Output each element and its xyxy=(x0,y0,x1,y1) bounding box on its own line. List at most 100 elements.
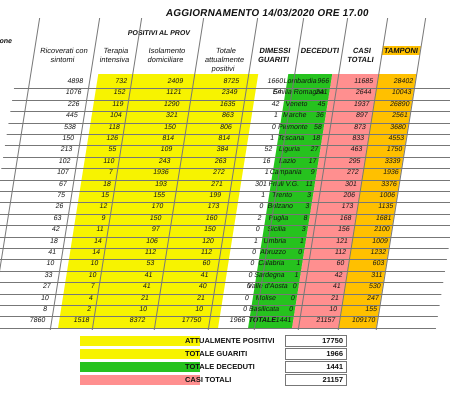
cell-terapia: 10 xyxy=(88,271,97,279)
cell-terapia: 14 xyxy=(93,237,103,245)
row-divider xyxy=(0,236,450,238)
legend-value-box xyxy=(285,348,347,360)
header-totale-positivi: Totale attualmente positivi xyxy=(204,46,245,73)
cell-terapia: 11 xyxy=(95,226,105,234)
legend-value: 21157 xyxy=(322,375,343,384)
row-divider xyxy=(1,168,450,170)
cell-deceduti: 36 xyxy=(315,112,325,120)
cell-guariti: 54 xyxy=(272,89,282,97)
cell-totale: 173 xyxy=(206,203,220,211)
cell-totale: 150 xyxy=(203,226,217,234)
legend-value-box xyxy=(285,374,347,386)
row-divider xyxy=(12,99,450,101)
legend-swatch xyxy=(80,375,200,385)
cell-ricoverati: 63 xyxy=(53,214,62,222)
cell-terapia: 18 xyxy=(102,180,112,188)
cell-isolamento: 814 xyxy=(161,135,175,142)
cell-terapia: 104 xyxy=(109,112,123,120)
cell-tamponi: 1936 xyxy=(382,169,400,177)
row-divider xyxy=(13,88,450,90)
cell-totale: 814 xyxy=(217,135,231,142)
cell-totale: 8725 xyxy=(222,78,240,85)
row-divider xyxy=(0,270,446,272)
cell-tamponi: 1232 xyxy=(369,249,387,256)
cell-ricoverati: 7860 xyxy=(29,317,46,325)
cell-guariti: 52 xyxy=(263,146,273,154)
cell-casi: 60 xyxy=(335,260,345,268)
cell-totale: 10 xyxy=(194,306,204,313)
cell-casi: 833 xyxy=(351,135,365,142)
cell-guariti: 1966 xyxy=(229,317,246,325)
cell-ricoverati: 1076 xyxy=(65,89,82,97)
header-isolamento: Isolamento domiciliare xyxy=(146,46,187,64)
cell-terapia: 126 xyxy=(105,135,119,142)
cell-terapia: 4 xyxy=(88,294,94,302)
cell-isolamento: 53 xyxy=(145,260,155,268)
row-divider xyxy=(0,305,440,306)
cell-casi: 873 xyxy=(353,123,367,131)
header-ricoverati: Ricoverati con sintomi xyxy=(39,46,89,64)
cell-ricoverati: 150 xyxy=(61,135,75,142)
cell-totale: 2349 xyxy=(221,89,238,97)
row-divider xyxy=(0,259,447,261)
cell-guariti: 0 xyxy=(246,283,252,291)
cell-ricoverati: 4898 xyxy=(66,78,84,85)
legend-swatch xyxy=(80,362,200,372)
cell-terapia: 118 xyxy=(108,123,121,131)
header-guariti: DIMESSI GUARITI xyxy=(257,46,292,64)
cell-isolamento: 243 xyxy=(158,157,172,165)
cell-ricoverati: 213 xyxy=(60,146,73,154)
cell-totale: 263 xyxy=(214,157,228,165)
cell-casi: 156 xyxy=(337,226,351,234)
header-terapia: Terapia intensiva xyxy=(99,46,131,64)
cell-deceduti: 11 xyxy=(305,180,314,188)
cell-tamponi: 2100 xyxy=(373,226,391,234)
cell-tamponi: 28402 xyxy=(393,78,414,85)
cell-ricoverati: 102 xyxy=(58,157,72,165)
cell-casi: 112 xyxy=(334,249,347,256)
cell-isolamento: 155 xyxy=(152,192,166,199)
row-divider xyxy=(10,111,450,113)
cell-guariti: 1 xyxy=(253,237,259,245)
cell-tamponi: 3376 xyxy=(380,180,398,188)
legend-value-box xyxy=(285,335,347,347)
cell-isolamento: 97 xyxy=(151,226,161,234)
cell-terapia: 12 xyxy=(98,203,108,211)
legend-swatch xyxy=(80,336,200,346)
cell-totale: 806 xyxy=(219,123,233,131)
cell-casi: 21157 xyxy=(315,317,336,325)
cell-totale: 60 xyxy=(201,260,211,268)
cell-deceduti: 241 xyxy=(315,89,328,97)
cell-isolamento: 41 xyxy=(144,271,153,279)
cell-tamponi: 109170 xyxy=(351,317,376,325)
cell-deceduti: 8 xyxy=(302,214,308,222)
cell-tamponi: 155 xyxy=(364,306,378,313)
cell-totale: 271 xyxy=(210,180,224,188)
cell-deceduti: 3 xyxy=(301,226,307,234)
cell-ricoverati: 8 xyxy=(42,306,48,313)
cell-isolamento: 8372 xyxy=(129,317,146,325)
cell-guariti: 1 xyxy=(264,169,270,177)
cell-casi: 301 xyxy=(344,180,358,188)
header-tamponi: TAMPONI xyxy=(381,46,421,55)
cell-casi: 168 xyxy=(339,214,352,222)
cell-isolamento: 150 xyxy=(163,123,177,131)
cell-casi: 1937 xyxy=(353,100,371,108)
cell-tamponi: 603 xyxy=(371,260,385,268)
cell-casi: 173 xyxy=(340,203,354,211)
cell-deceduti: 0 xyxy=(297,249,303,256)
cell-deceduti: 966 xyxy=(316,78,330,85)
cell-guariti: 0 xyxy=(244,294,250,302)
cell-totale: 272 xyxy=(212,169,226,177)
cell-casi: 121 xyxy=(335,237,349,245)
cell-ricoverati: 445 xyxy=(65,112,79,120)
cell-terapia: 14 xyxy=(91,249,101,256)
cell-totale: 160 xyxy=(205,214,218,222)
cell-guariti: 16 xyxy=(262,157,272,165)
cell-terapia: 119 xyxy=(111,100,125,108)
cell-guariti: 1 xyxy=(273,112,279,120)
cell-guariti: 1 xyxy=(260,192,266,199)
cell-tamponi: 3680 xyxy=(389,123,407,131)
cell-tamponi: 1750 xyxy=(386,146,403,154)
cell-ricoverati: 75 xyxy=(56,192,66,199)
